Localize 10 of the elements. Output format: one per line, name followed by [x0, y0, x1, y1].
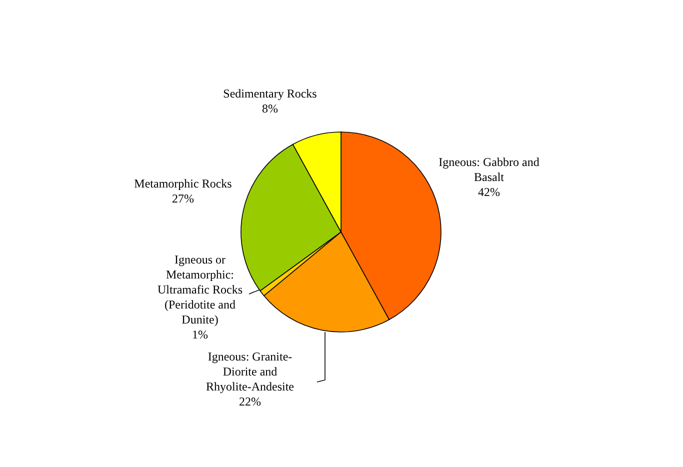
data-label: 1%: [192, 327, 208, 342]
data-label: 27%: [172, 191, 194, 206]
slice-label: Sedimentary Rocks: [223, 86, 318, 100]
data-label: 22%: [239, 394, 261, 408]
slice-label: Igneous: Granite-Diorite and Rhyolite-Andesite: [206, 349, 294, 394]
slice-label: Igneous: Gabbro and Basalt: [438, 154, 540, 184]
data-label: 8%: [262, 101, 278, 116]
data-label: 42%: [478, 184, 500, 199]
slice-label: Metamorphic Rocks: [134, 176, 232, 190]
slice-label: Igneous or Metamorphic: Ultramafic Rocks (Peridotite and Dunite): [158, 252, 243, 326]
